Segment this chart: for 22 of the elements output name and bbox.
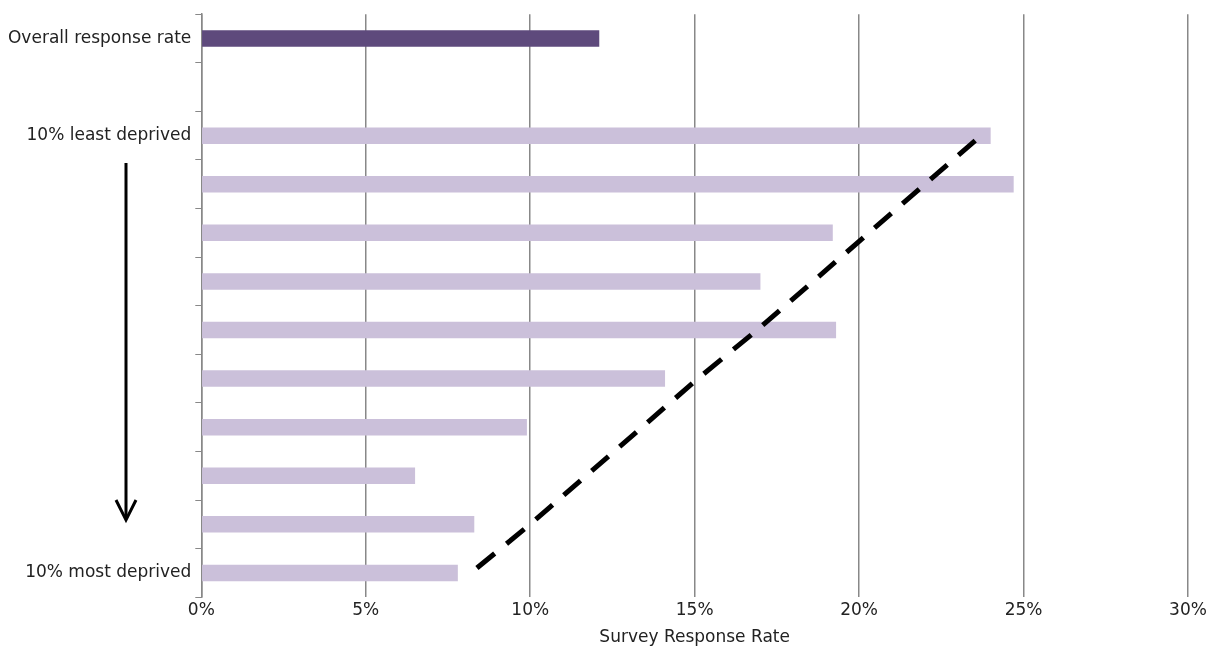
bar (202, 273, 761, 290)
x-tick-label: 25% (1004, 598, 1043, 619)
bar (202, 321, 837, 339)
x-axis-title: Survey Response Rate (599, 626, 790, 647)
bar (202, 224, 833, 242)
x-tick-label: 20% (840, 598, 878, 619)
y-tick-label: 10% least deprived (26, 124, 192, 145)
bar (202, 30, 600, 47)
bar (202, 564, 458, 582)
x-tick-label: 10% (511, 598, 550, 619)
y-tick-label: Overall response rate (7, 26, 192, 47)
bar (202, 418, 527, 436)
bar (202, 370, 666, 387)
bar (202, 516, 475, 533)
bar (202, 175, 1014, 193)
bar (202, 467, 416, 484)
x-tick-label: 5% (352, 598, 380, 619)
x-tick-label: 30% (1169, 598, 1207, 619)
y-tick-label: 10% most deprived (25, 561, 192, 582)
x-tick-label: 15% (675, 598, 714, 619)
bar (202, 127, 991, 144)
x-tick-label: 0% (187, 598, 215, 619)
